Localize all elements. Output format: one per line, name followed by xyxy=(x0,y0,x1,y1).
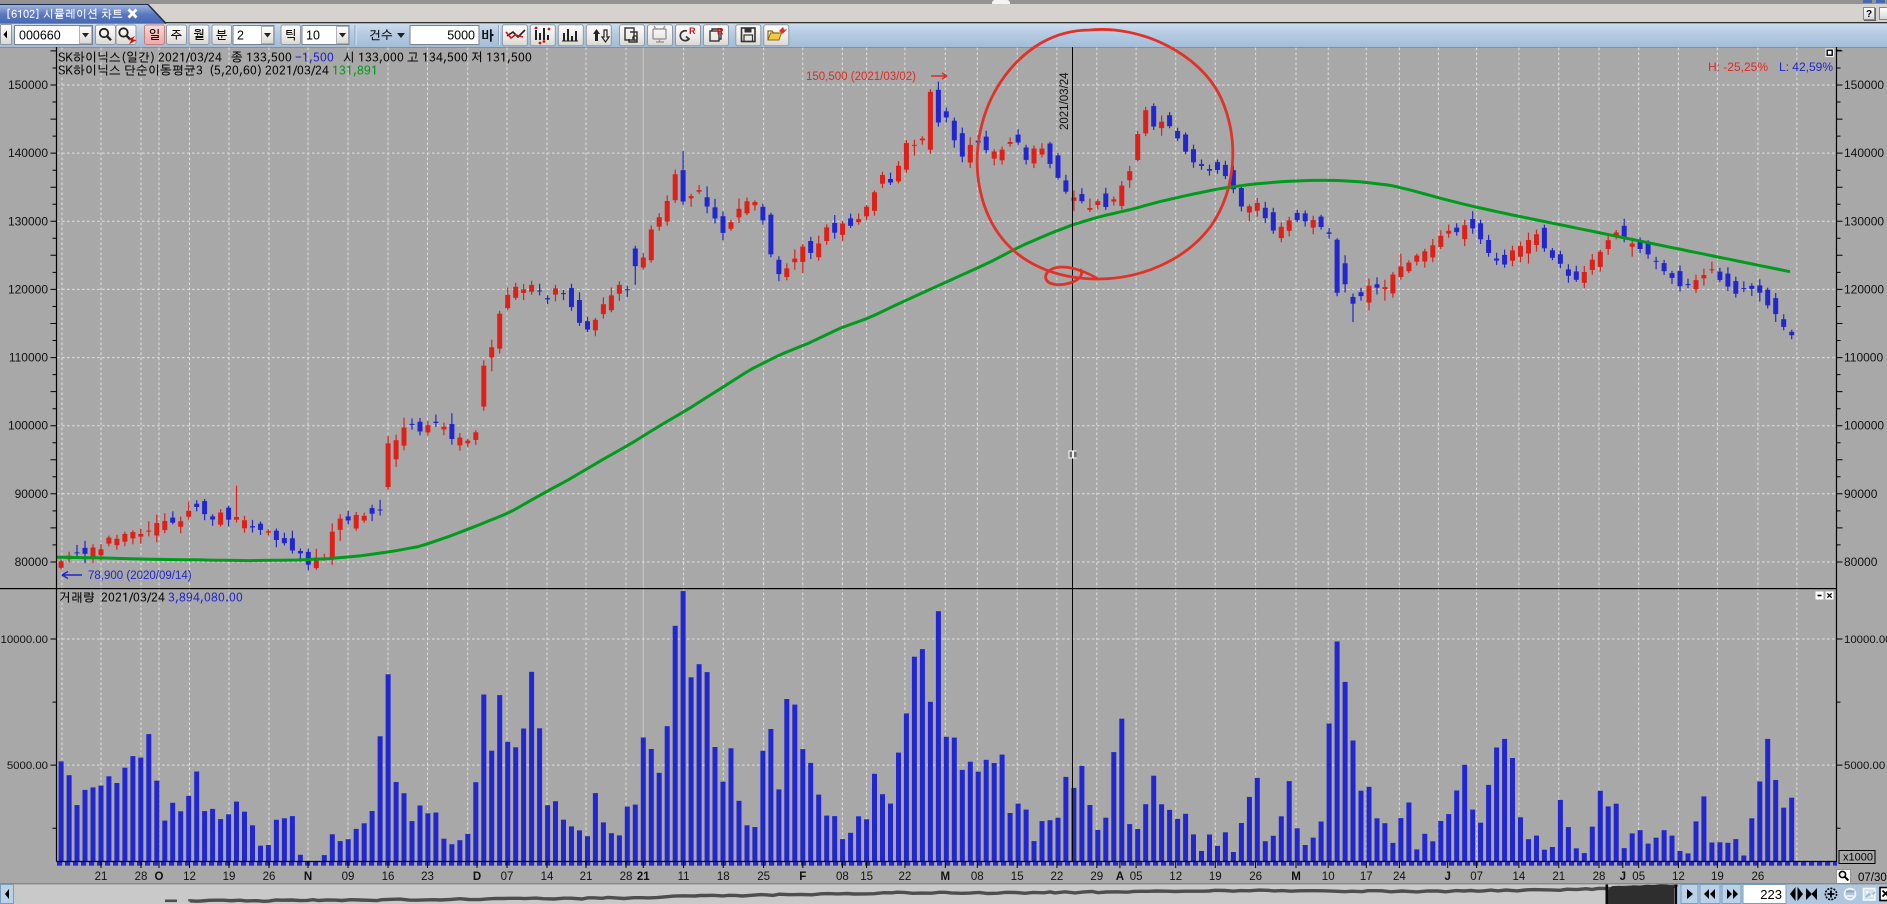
svg-text:J: J xyxy=(1444,871,1450,883)
svg-text:05: 05 xyxy=(1130,871,1143,883)
svg-text:R: R xyxy=(689,26,696,36)
svg-text:12: 12 xyxy=(1672,871,1685,883)
svg-text:29: 29 xyxy=(1090,871,1103,883)
svg-text:5000.00: 5000.00 xyxy=(7,760,48,772)
svg-text:130000: 130000 xyxy=(8,214,48,228)
svg-text:140000: 140000 xyxy=(1844,146,1884,160)
svg-text:24: 24 xyxy=(1393,871,1406,883)
svg-text:15: 15 xyxy=(1011,871,1024,883)
svg-text:10: 10 xyxy=(1322,871,1335,883)
svg-text:78,900 (2020/09/14): 78,900 (2020/09/14) xyxy=(88,570,192,582)
svg-text:L: 42,59%: L: 42,59% xyxy=(1779,60,1833,74)
svg-text:15: 15 xyxy=(860,871,873,883)
svg-text:130000: 130000 xyxy=(1844,214,1884,228)
svg-text:26: 26 xyxy=(263,871,276,883)
svg-text:80000: 80000 xyxy=(1844,555,1878,569)
svg-text:223: 223 xyxy=(1760,887,1782,902)
svg-text:M: M xyxy=(941,871,951,883)
svg-text:150,500 (2021/03/02): 150,500 (2021/03/02) xyxy=(806,71,916,83)
svg-text:28: 28 xyxy=(135,871,148,883)
svg-text:23: 23 xyxy=(421,871,434,883)
svg-text:10000.00: 10000.00 xyxy=(0,634,48,646)
svg-text:80000: 80000 xyxy=(15,555,49,569)
svg-text:19: 19 xyxy=(1711,871,1724,883)
svg-text:120000: 120000 xyxy=(1844,282,1884,296)
svg-text:O: O xyxy=(155,871,164,883)
svg-text:M: M xyxy=(1291,871,1301,883)
svg-text:100000: 100000 xyxy=(8,419,48,433)
svg-text:90000: 90000 xyxy=(15,487,49,501)
svg-text:16: 16 xyxy=(382,871,395,883)
svg-text:5000.00: 5000.00 xyxy=(1844,760,1885,772)
svg-text:09: 09 xyxy=(342,871,355,883)
svg-text:10: 10 xyxy=(306,29,320,43)
svg-text:14: 14 xyxy=(541,871,554,883)
svg-text:10000.00: 10000.00 xyxy=(1844,634,1887,646)
svg-text:A: A xyxy=(1116,871,1124,883)
svg-text:R: R xyxy=(717,27,724,37)
svg-text:150000: 150000 xyxy=(1844,78,1884,92)
svg-text:110000: 110000 xyxy=(9,351,48,365)
svg-text:25: 25 xyxy=(757,871,770,883)
svg-text:120000: 120000 xyxy=(8,282,48,296)
svg-text:26: 26 xyxy=(1752,871,1765,883)
svg-text:F: F xyxy=(799,871,806,883)
svg-text:12: 12 xyxy=(183,871,196,883)
svg-text:17: 17 xyxy=(1360,871,1373,883)
svg-text:21: 21 xyxy=(637,871,650,883)
svg-text:05: 05 xyxy=(1632,871,1645,883)
svg-text:07/30: 07/30 xyxy=(1858,872,1887,884)
svg-text:14: 14 xyxy=(1513,871,1526,883)
svg-text:18: 18 xyxy=(717,871,730,883)
svg-text:21: 21 xyxy=(580,871,593,883)
svg-text:J: J xyxy=(1620,871,1626,883)
svg-text:07: 07 xyxy=(501,871,514,883)
svg-text:5000: 5000 xyxy=(447,29,475,43)
svg-text:07: 07 xyxy=(1470,871,1483,883)
svg-text:2: 2 xyxy=(237,29,244,43)
svg-text:110000: 110000 xyxy=(1844,351,1883,365)
svg-text:21: 21 xyxy=(1552,871,1565,883)
svg-text:D: D xyxy=(473,871,481,883)
svg-text:22: 22 xyxy=(899,871,912,883)
svg-text:19: 19 xyxy=(1209,871,1222,883)
svg-text:19: 19 xyxy=(223,871,236,883)
svg-text:28: 28 xyxy=(1593,871,1606,883)
svg-text:90000: 90000 xyxy=(1844,487,1878,501)
svg-text:28: 28 xyxy=(620,871,633,883)
svg-text:08: 08 xyxy=(836,871,849,883)
svg-text:11: 11 xyxy=(678,871,690,883)
svg-text:140000: 140000 xyxy=(8,146,48,160)
svg-text:000660: 000660 xyxy=(19,29,61,43)
svg-text:26: 26 xyxy=(1249,871,1262,883)
svg-text:08: 08 xyxy=(971,871,984,883)
svg-text:21: 21 xyxy=(95,871,108,883)
svg-text:12: 12 xyxy=(1169,871,1182,883)
svg-text:H: -25,25%: H: -25,25% xyxy=(1708,60,1768,74)
svg-text:150000: 150000 xyxy=(8,78,48,92)
svg-text:x1000: x1000 xyxy=(1843,852,1873,864)
svg-text:22: 22 xyxy=(1051,871,1064,883)
svg-text:100000: 100000 xyxy=(1844,419,1884,433)
svg-text:N: N xyxy=(304,871,312,883)
